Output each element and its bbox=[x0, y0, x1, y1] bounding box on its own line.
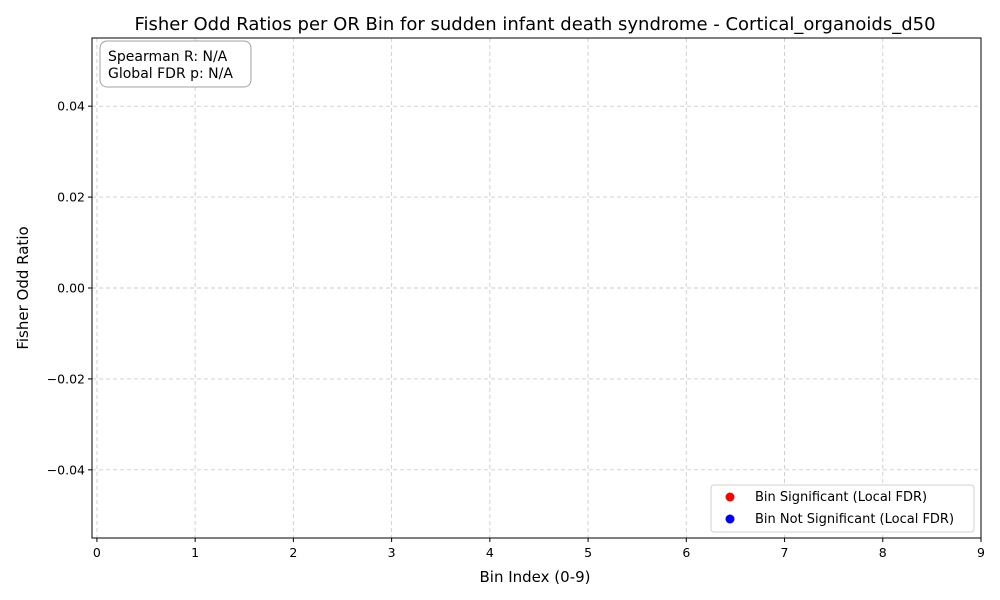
y-axis-ticks: −0.04 −0.02 0.00 0.02 0.04 bbox=[47, 99, 92, 477]
stats-annotation: Spearman R: N/A Global FDR p: N/A bbox=[99, 40, 252, 88]
y-tick-label: 0.04 bbox=[57, 99, 85, 114]
grid bbox=[92, 38, 982, 538]
x-tick-label: 7 bbox=[781, 545, 789, 560]
legend-box bbox=[710, 484, 975, 533]
legend-label-not-significant: Bin Not Significant (Local FDR) bbox=[755, 512, 954, 527]
chart-title: Fisher Odd Ratios per OR Bin for sudden … bbox=[134, 14, 935, 35]
x-tick-label: 6 bbox=[682, 545, 690, 560]
legend-label-significant: Bin Significant (Local FDR) bbox=[755, 490, 927, 505]
x-tick-label: 0 bbox=[93, 545, 101, 560]
x-axis-ticks: 0 1 2 3 4 5 6 7 8 9 bbox=[93, 538, 985, 560]
y-tick-label: 0.00 bbox=[57, 281, 85, 296]
y-axis-label: Fisher Odd Ratio bbox=[14, 226, 32, 349]
x-tick-label: 2 bbox=[289, 545, 297, 560]
x-tick-label: 1 bbox=[191, 545, 199, 560]
global-fdr-text: Global FDR p: N/A bbox=[108, 66, 233, 82]
y-tick-label: 0.02 bbox=[57, 190, 85, 205]
x-tick-label: 8 bbox=[879, 545, 887, 560]
x-tick-label: 3 bbox=[388, 545, 396, 560]
spearman-r-text: Spearman R: N/A bbox=[108, 49, 228, 65]
y-tick-label: −0.02 bbox=[47, 371, 85, 386]
x-axis-label: Bin Index (0-9) bbox=[480, 568, 591, 586]
stats-annotation-box bbox=[99, 40, 252, 88]
legend: Bin Significant (Local FDR) Bin Not Sign… bbox=[710, 484, 975, 533]
x-tick-label: 4 bbox=[486, 545, 494, 560]
legend-marker-significant bbox=[725, 492, 735, 502]
x-tick-label: 5 bbox=[584, 545, 592, 560]
legend-marker-not-significant bbox=[725, 514, 735, 524]
x-tick-label: 9 bbox=[977, 545, 985, 560]
y-tick-label: −0.04 bbox=[47, 462, 85, 477]
